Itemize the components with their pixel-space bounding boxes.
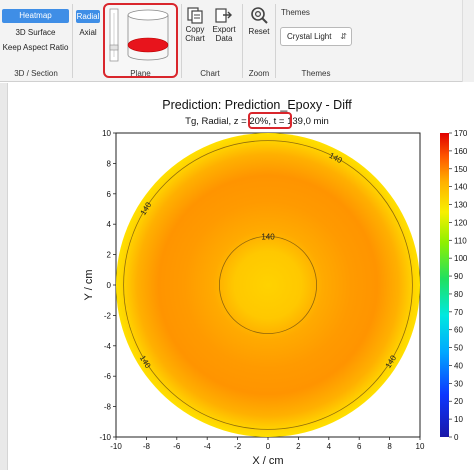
reset-label: Reset: [248, 27, 270, 36]
subtitle-prefix: Tg, Radial,: [185, 116, 234, 127]
keep-aspect-ratio-button[interactable]: Keep Aspect Ratio: [2, 43, 69, 52]
themes-group-label: Themes: [301, 69, 331, 78]
left-gutter: [0, 83, 8, 470]
z-highlight-box: [248, 112, 292, 129]
copy-chart-button[interactable]: Copy Chart: [182, 6, 208, 43]
separator: [275, 4, 276, 78]
copy-chart-label-1: Copy: [185, 25, 205, 34]
copy-icon: [187, 7, 203, 24]
copy-chart-label-2: Chart: [185, 34, 205, 43]
axial-button[interactable]: Axial: [79, 28, 97, 37]
theme-select-value: Crystal Light: [287, 32, 332, 41]
export-data-button[interactable]: Export Data: [210, 6, 238, 43]
chart-group-label: Chart: [200, 69, 220, 78]
ribbon-scrollbar[interactable]: [462, 0, 474, 82]
separator: [242, 4, 243, 78]
reset-zoom-button[interactable]: Reset: [245, 6, 273, 36]
heatmap-button[interactable]: Heatmap: [2, 9, 69, 23]
export-data-label-1: Export: [212, 25, 236, 34]
ribbon: Heatmap 3D Surface Keep Aspect Ratio 3D …: [0, 0, 474, 82]
subtitle-z: z = 20%: [233, 116, 269, 127]
chart-area: [0, 83, 474, 470]
chevron-updown-icon: ⇵: [340, 32, 347, 41]
export-data-label-2: Data: [215, 34, 233, 43]
export-icon: [215, 8, 232, 23]
chart-title: Prediction: Prediction_Epoxy - Diff: [162, 98, 352, 112]
3d-surface-button[interactable]: 3D Surface: [15, 28, 56, 37]
zoom-group-label: Zoom: [248, 69, 270, 78]
separator: [181, 4, 182, 78]
themes-title: Themes: [281, 8, 310, 17]
separator: [72, 4, 73, 78]
view-group-label: 3D / Section: [14, 69, 58, 78]
subtitle-suffix: , t = 139,0 min: [268, 116, 329, 127]
plane-selector[interactable]: [103, 3, 178, 78]
radial-button[interactable]: Radial: [76, 10, 100, 23]
cylinder-plane-icon: [109, 8, 169, 62]
theme-select[interactable]: Crystal Light ⇵: [280, 27, 352, 46]
zoom-reset-icon: [251, 7, 268, 24]
chart-subtitle: Tg, Radial, z = 20%, t = 139,0 min: [0, 116, 474, 127]
plane-group-label: Plane: [130, 69, 151, 78]
